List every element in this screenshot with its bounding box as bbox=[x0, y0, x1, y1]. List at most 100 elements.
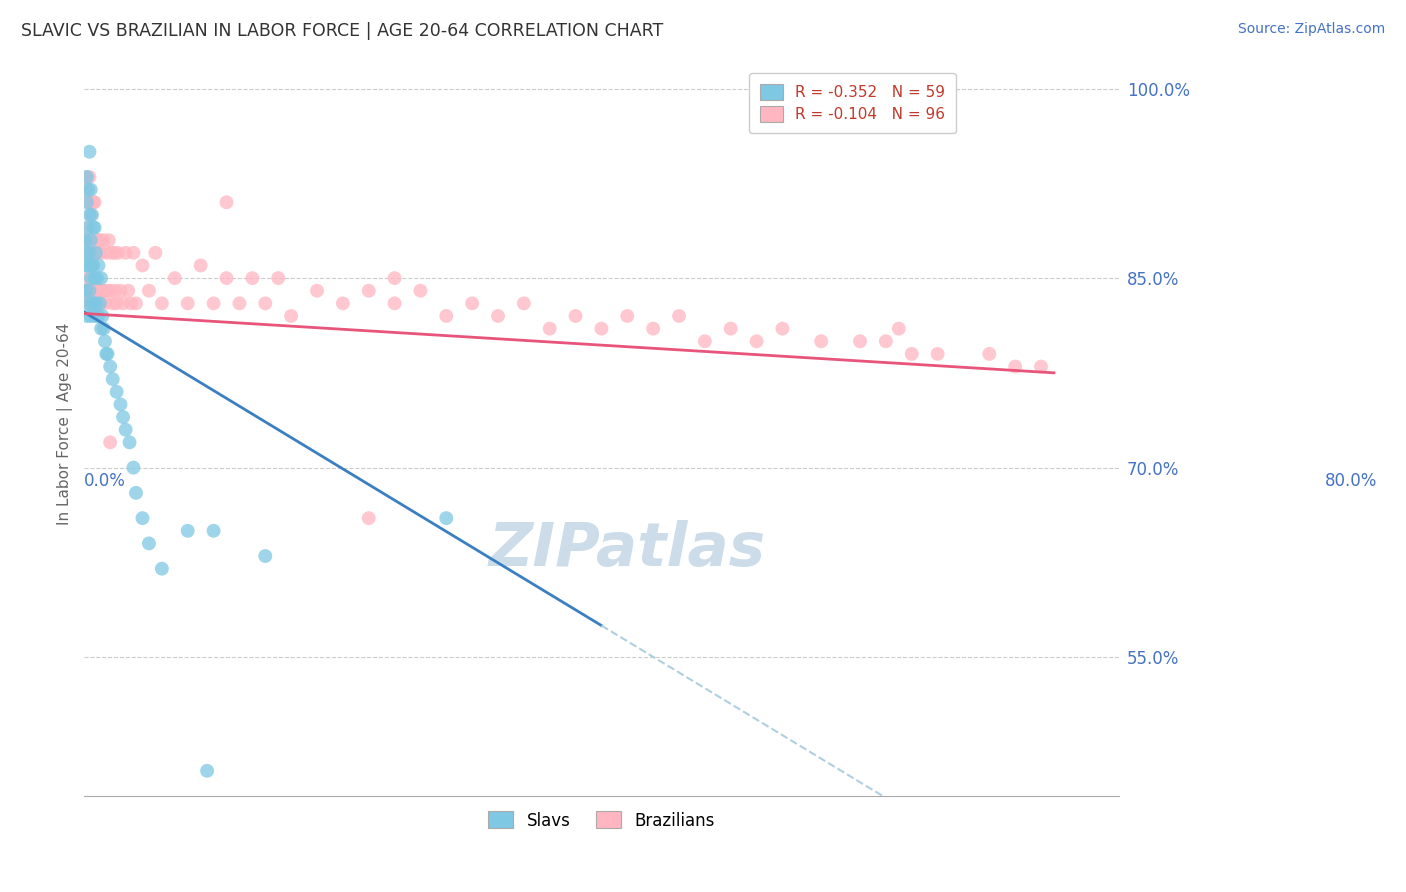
Point bbox=[79, 233, 101, 247]
Text: 80.0%: 80.0% bbox=[1324, 472, 1376, 490]
Point bbox=[75, 233, 97, 247]
Point bbox=[384, 271, 406, 285]
Point bbox=[122, 460, 145, 475]
Point bbox=[499, 814, 522, 829]
Point bbox=[131, 511, 153, 525]
Point bbox=[84, 296, 107, 310]
Y-axis label: In Labor Force | Age 20-64: In Labor Force | Age 20-64 bbox=[58, 322, 73, 524]
Point bbox=[90, 321, 112, 335]
Point bbox=[90, 296, 112, 310]
Point bbox=[84, 296, 107, 310]
Point bbox=[150, 562, 173, 576]
Point bbox=[79, 208, 101, 222]
Point bbox=[82, 296, 104, 310]
Point bbox=[84, 245, 107, 260]
Point bbox=[1029, 359, 1052, 374]
Point bbox=[76, 169, 98, 184]
Point bbox=[105, 384, 128, 399]
Point bbox=[79, 284, 101, 298]
Point bbox=[79, 245, 101, 260]
Point bbox=[118, 435, 141, 450]
Point bbox=[82, 220, 104, 235]
Text: 0.0%: 0.0% bbox=[84, 472, 127, 490]
Point bbox=[87, 259, 110, 273]
Point bbox=[772, 321, 794, 335]
Point bbox=[202, 524, 225, 538]
Point bbox=[138, 536, 160, 550]
Point bbox=[104, 284, 127, 298]
Point bbox=[77, 183, 100, 197]
Point bbox=[927, 347, 949, 361]
Point bbox=[486, 309, 509, 323]
Point bbox=[75, 284, 97, 298]
Point bbox=[90, 271, 112, 285]
Point bbox=[875, 334, 897, 349]
Point bbox=[87, 245, 110, 260]
Point bbox=[125, 296, 148, 310]
Point bbox=[83, 195, 105, 210]
Point bbox=[77, 259, 100, 273]
Point bbox=[83, 220, 105, 235]
Point bbox=[96, 245, 118, 260]
Point bbox=[82, 259, 104, 273]
Point bbox=[215, 271, 238, 285]
Point bbox=[76, 245, 98, 260]
Point bbox=[434, 309, 457, 323]
Point bbox=[461, 296, 484, 310]
Point bbox=[254, 296, 277, 310]
Point bbox=[80, 183, 103, 197]
Point bbox=[120, 296, 142, 310]
Point bbox=[122, 245, 145, 260]
Point bbox=[83, 309, 105, 323]
Point bbox=[305, 284, 328, 298]
Point bbox=[215, 195, 238, 210]
Point bbox=[80, 208, 103, 222]
Point bbox=[616, 309, 638, 323]
Point bbox=[76, 271, 98, 285]
Point bbox=[190, 259, 212, 273]
Point bbox=[107, 245, 129, 260]
Point bbox=[80, 245, 103, 260]
Point bbox=[75, 183, 97, 197]
Point bbox=[138, 284, 160, 298]
Point bbox=[98, 435, 121, 450]
Point bbox=[98, 359, 121, 374]
Point bbox=[83, 271, 105, 285]
Text: ZIPatlas: ZIPatlas bbox=[489, 520, 766, 579]
Point bbox=[82, 195, 104, 210]
Point bbox=[810, 334, 832, 349]
Point bbox=[80, 259, 103, 273]
Point bbox=[75, 259, 97, 273]
Point bbox=[668, 309, 690, 323]
Point bbox=[90, 245, 112, 260]
Point bbox=[80, 296, 103, 310]
Point bbox=[101, 296, 124, 310]
Point bbox=[76, 195, 98, 210]
Point bbox=[564, 309, 586, 323]
Point bbox=[110, 397, 132, 411]
Point bbox=[163, 271, 186, 285]
Point bbox=[150, 296, 173, 310]
Point bbox=[93, 233, 115, 247]
Text: SLAVIC VS BRAZILIAN IN LABOR FORCE | AGE 20-64 CORRELATION CHART: SLAVIC VS BRAZILIAN IN LABOR FORCE | AGE… bbox=[21, 22, 664, 40]
Point bbox=[89, 233, 111, 247]
Point bbox=[1004, 359, 1026, 374]
Point bbox=[83, 284, 105, 298]
Point bbox=[195, 764, 218, 778]
Point bbox=[75, 233, 97, 247]
Point bbox=[979, 347, 1001, 361]
Point bbox=[77, 245, 100, 260]
Point bbox=[76, 169, 98, 184]
Point bbox=[86, 233, 108, 247]
Point bbox=[89, 296, 111, 310]
Point bbox=[693, 334, 716, 349]
Point bbox=[900, 347, 922, 361]
Point bbox=[82, 296, 104, 310]
Point bbox=[280, 309, 302, 323]
Point bbox=[80, 195, 103, 210]
Point bbox=[87, 296, 110, 310]
Point bbox=[409, 284, 432, 298]
Point bbox=[745, 334, 768, 349]
Point bbox=[202, 296, 225, 310]
Point bbox=[103, 245, 125, 260]
